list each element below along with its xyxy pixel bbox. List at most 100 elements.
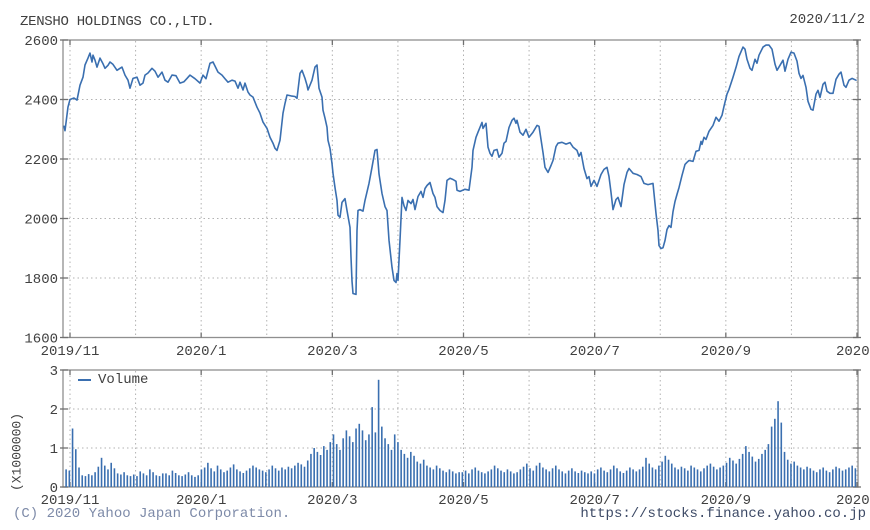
volume-bar [651, 467, 654, 487]
volume-bar [165, 473, 167, 487]
volume-bar [94, 472, 96, 487]
volume-bar [783, 451, 786, 487]
price-chart-x-axis-label: 2020/7 [569, 344, 619, 360]
volume-bar [284, 469, 286, 487]
volume-bar [561, 471, 564, 487]
volume-bar [632, 469, 634, 487]
volume-bar [732, 460, 734, 487]
volume-bar [335, 444, 338, 487]
volume-bar [645, 457, 647, 488]
volume-bar [100, 457, 103, 488]
volume-bar [142, 473, 145, 487]
volume-bar [381, 426, 383, 487]
volume-bar [844, 469, 847, 487]
volume-bar [799, 467, 802, 487]
volume-bar [110, 462, 113, 487]
volume-bar [683, 468, 686, 487]
volume-bar [245, 470, 248, 487]
volume-bar [497, 468, 499, 487]
volume-chart-x-axis-label: 2020/9 [701, 493, 751, 509]
volume-bar [203, 467, 206, 487]
volume-bar [641, 466, 644, 487]
volume-bar [397, 442, 399, 487]
volume-legend-label: Volume [98, 372, 149, 388]
volume-bar [612, 465, 615, 487]
price-y-axis-label: 2400 [24, 94, 58, 110]
volume-bar [213, 471, 216, 487]
volume-bar [551, 468, 554, 487]
volume-bar [848, 467, 850, 487]
volume-bar [725, 462, 728, 487]
volume-bar [310, 453, 312, 487]
volume-bar [190, 475, 193, 487]
volume-legend: Volume [78, 372, 148, 388]
price-chart-x-axis-label: 2020/3 [307, 344, 357, 360]
price-chart-x-axis-label: 2020/9 [701, 344, 751, 360]
volume-bar [294, 465, 296, 487]
volume-bar [484, 473, 486, 487]
volume-bar [84, 476, 87, 487]
volume-bar [406, 457, 409, 488]
volume-bar [181, 476, 183, 487]
volume-bar [812, 470, 815, 487]
volume-bar [432, 469, 435, 487]
volume-bar [703, 468, 705, 487]
volume-bar [268, 469, 270, 487]
volume-bar [194, 476, 196, 487]
volume-bar [287, 466, 290, 487]
volume-bar [564, 473, 567, 487]
volume-bar [339, 449, 341, 487]
volume-bar [629, 467, 631, 487]
volume-bar [780, 422, 783, 487]
volume-bar [329, 442, 332, 487]
volume-bar [658, 465, 660, 487]
volume-bar [519, 469, 522, 487]
volume-bar [274, 468, 277, 487]
volume-bar [790, 463, 792, 487]
volume-bar [348, 436, 351, 487]
volume-bar [207, 462, 209, 487]
volume-bar [503, 472, 506, 487]
volume-bar [748, 451, 750, 487]
price-y-axis-label: 1600 [24, 332, 58, 348]
volume-bar [71, 428, 74, 487]
volume-bar [136, 476, 138, 487]
price-y-axis-label: 2600 [24, 34, 58, 50]
volume-bar [113, 468, 116, 487]
volume-chart-x-axis-label: 2020, [836, 493, 870, 509]
volume-bar [242, 473, 245, 487]
volume-bar [451, 471, 454, 487]
volume-chart-x-axis-label: 2020/3 [307, 493, 357, 509]
volume-y-axis-label: 0 [50, 481, 58, 497]
volume-chart-x-axis-label: 2020/7 [569, 493, 619, 509]
volume-bar [316, 451, 319, 487]
volume-bar [445, 472, 448, 487]
volume-bar [265, 472, 267, 487]
volume-bar [255, 467, 257, 487]
volume-bar [91, 475, 93, 487]
volume-bar [103, 465, 106, 487]
volume-bar [65, 469, 67, 487]
volume-bar [635, 471, 638, 487]
volume-bar [738, 458, 741, 487]
volume-bar [567, 470, 570, 487]
volume-bar [506, 469, 509, 487]
volume-bar [210, 468, 212, 487]
volume-bar [129, 476, 132, 487]
volume-bar [754, 461, 757, 487]
volume-chart-x-axis-label: 2020/1 [176, 493, 226, 509]
volume-bar [187, 472, 190, 487]
volume-bar [661, 461, 663, 487]
volume-bar [364, 440, 367, 487]
volume-bar [687, 470, 689, 487]
volume-bar [835, 466, 837, 487]
volume-bar [297, 462, 299, 487]
volume-bar [358, 423, 361, 487]
volume-bar [455, 473, 457, 487]
volume-bar [377, 379, 380, 488]
volume-bar [126, 475, 129, 487]
volume-bar [490, 469, 493, 487]
volume-bar [461, 472, 464, 487]
volume-bar [493, 465, 496, 487]
volume-bar [361, 430, 364, 487]
